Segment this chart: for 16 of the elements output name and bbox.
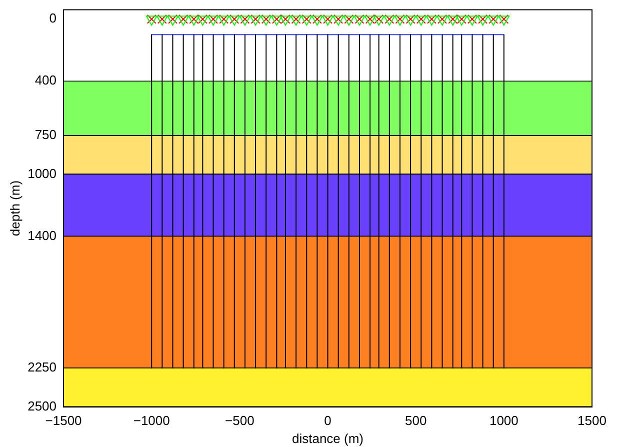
y-tick-label: 2500: [28, 398, 57, 414]
y-tick-label: 2250: [28, 360, 57, 375]
y-tick-label: 400: [34, 72, 57, 88]
x-tick-label: −1000: [133, 413, 170, 428]
y-tick-label: 1000: [28, 166, 57, 181]
x-tick-label: 1000: [489, 413, 518, 428]
x-tick-label: 1500: [578, 413, 606, 428]
y-tick-label: 1400: [28, 228, 57, 243]
x-tick-label: −1500: [45, 413, 82, 428]
x-tick-label: −500: [225, 413, 254, 428]
y-tick-label: 0: [49, 10, 57, 26]
x-axis-title: distance (m): [292, 430, 364, 446]
y-axis-title: depth (m): [7, 180, 22, 236]
x-tick-label: 500: [404, 413, 427, 428]
y-tick-label: 750: [34, 126, 57, 142]
x-tick-label: 0: [324, 413, 332, 428]
